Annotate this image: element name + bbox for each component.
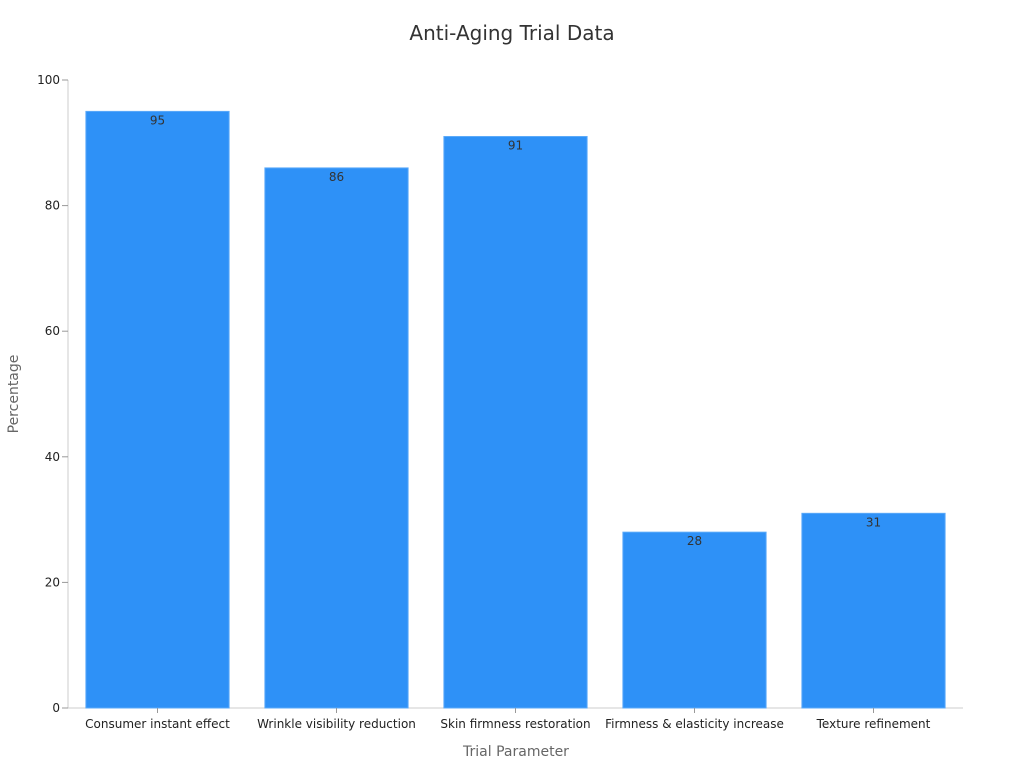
x-tick-label: Wrinkle visibility reduction bbox=[257, 717, 416, 731]
x-tick-label: Consumer instant effect bbox=[85, 717, 230, 731]
bar-value-label: 28 bbox=[687, 534, 702, 548]
y-axis-title: Percentage bbox=[6, 355, 22, 434]
y-axis-ticks: 0 20 40 60 80 100 bbox=[37, 73, 68, 715]
y-tick-label: 40 bbox=[45, 450, 60, 464]
bar bbox=[622, 531, 767, 709]
x-axis-ticks: Consumer instant effect Wrinkle visibilit… bbox=[85, 708, 931, 731]
bars bbox=[85, 110, 946, 709]
y-tick-label: 0 bbox=[52, 701, 60, 715]
bar-value-label: 95 bbox=[150, 113, 165, 127]
chart-title: Anti-Aging Trial Data bbox=[409, 21, 614, 45]
bar bbox=[264, 167, 409, 709]
y-tick-label: 80 bbox=[45, 199, 60, 213]
bar bbox=[801, 512, 946, 709]
data-labels: 95 86 91 28 31 bbox=[150, 113, 881, 548]
bar bbox=[85, 110, 230, 709]
bar-value-label: 31 bbox=[866, 515, 881, 529]
x-tick-label: Skin firmness restoration bbox=[440, 717, 590, 731]
x-tick-label: Firmness & elasticity increase bbox=[605, 717, 784, 731]
bar bbox=[443, 136, 588, 709]
x-tick-label: Texture refinement bbox=[816, 717, 931, 731]
x-axis-title: Trial Parameter bbox=[462, 744, 569, 760]
bar-value-label: 91 bbox=[508, 139, 523, 153]
y-tick-label: 100 bbox=[37, 73, 60, 87]
bar-value-label: 86 bbox=[329, 170, 344, 184]
y-tick-label: 60 bbox=[45, 324, 60, 338]
y-tick-label: 20 bbox=[45, 575, 60, 589]
